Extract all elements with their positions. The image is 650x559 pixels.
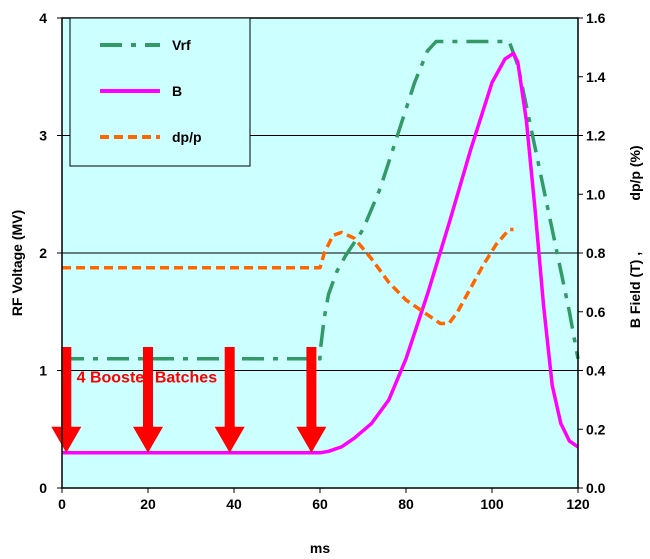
series-line-dpp	[62, 227, 514, 326]
x-tick-label: 100	[480, 496, 504, 512]
y-axis-right-title-dpp: dp/p (%)	[627, 145, 643, 200]
y-right-tick-label: 1.4	[586, 69, 606, 85]
x-tick-label: 60	[312, 496, 328, 512]
x-tick-label: 40	[226, 496, 242, 512]
legend-label: dp/p	[172, 129, 202, 145]
legend-label: B	[172, 83, 182, 99]
y-left-tick-label: 1	[39, 363, 47, 379]
batch-arrow-4	[296, 347, 327, 453]
x-tick-label: 120	[566, 496, 590, 512]
legend: Vrf Bdp/p	[69, 17, 251, 167]
axis-ticks: 0 20 40 60 80 100 120 0 1 2 3 4 0.0 0.2 0.4 0.6 0.8 1.0 1.…	[39, 10, 605, 512]
x-tick-label: 20	[140, 496, 156, 512]
y-left-tick-label: 0	[39, 480, 47, 496]
y-left-tick-label: 3	[39, 128, 47, 144]
x-tick-label: 0	[58, 496, 66, 512]
y-right-tick-label: 0.0	[586, 480, 606, 496]
x-tick-label: 80	[398, 496, 414, 512]
y-right-tick-label: 0.2	[586, 421, 606, 437]
series-line-b	[62, 51, 579, 455]
batch-arrow-1	[51, 347, 82, 453]
y-left-tick-label: 4	[39, 10, 47, 26]
y-right-tick-label: 0.8	[586, 245, 606, 261]
y-right-tick-label: 1.2	[586, 128, 606, 144]
y-right-tick-label: 0.4	[586, 363, 606, 379]
series-layer	[62, 39, 580, 455]
y-right-tick-label: 1.6	[586, 10, 606, 26]
y-axis-right-title-b-field: B Field (T) ,	[627, 252, 643, 328]
legend-label: Vrf	[172, 37, 191, 53]
series-line-vrf	[62, 39, 580, 361]
y-left-tick-label: 2	[39, 245, 47, 261]
batch-arrow-3	[214, 347, 245, 453]
y-right-tick-label: 1.0	[586, 186, 606, 202]
y-axis-left-title: RF Voltage (MV)	[9, 210, 25, 316]
booster-batches-annotation: 4 Booster Batches	[77, 370, 218, 387]
x-axis-title: ms	[310, 540, 330, 556]
y-right-tick-label: 0.6	[586, 304, 606, 320]
batch-arrows	[51, 347, 327, 453]
batch-arrow-2	[133, 347, 163, 453]
